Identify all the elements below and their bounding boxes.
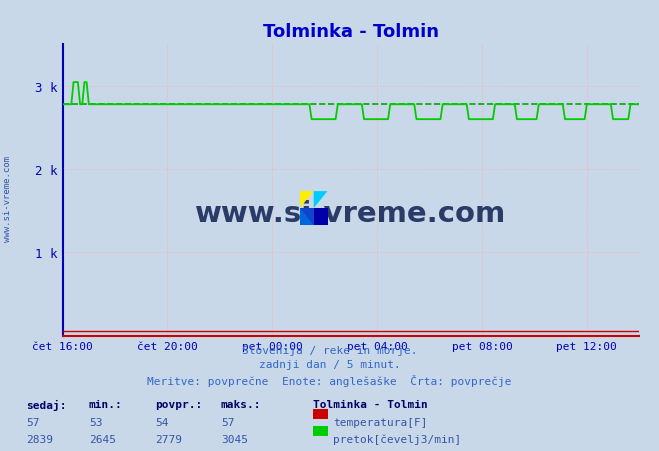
Text: min.:: min.: bbox=[89, 399, 123, 409]
Text: povpr.:: povpr.: bbox=[155, 399, 202, 409]
Text: maks.:: maks.: bbox=[221, 399, 261, 409]
Text: zadnji dan / 5 minut.: zadnji dan / 5 minut. bbox=[258, 359, 401, 369]
Title: Tolminka - Tolmin: Tolminka - Tolmin bbox=[263, 23, 439, 41]
Text: sedaj:: sedaj: bbox=[26, 399, 67, 410]
Text: 54: 54 bbox=[155, 417, 168, 427]
Text: Tolminka - Tolmin: Tolminka - Tolmin bbox=[313, 399, 428, 409]
Text: Slovenija / reke in morje.: Slovenija / reke in morje. bbox=[242, 345, 417, 355]
Text: 2645: 2645 bbox=[89, 434, 116, 444]
Text: 2779: 2779 bbox=[155, 434, 182, 444]
Polygon shape bbox=[300, 208, 314, 226]
Polygon shape bbox=[300, 192, 314, 208]
Text: 2839: 2839 bbox=[26, 434, 53, 444]
Polygon shape bbox=[314, 192, 328, 208]
Text: 57: 57 bbox=[26, 417, 40, 427]
Text: pretok[čevelj3/min]: pretok[čevelj3/min] bbox=[333, 434, 461, 444]
Polygon shape bbox=[300, 208, 314, 226]
Text: 3045: 3045 bbox=[221, 434, 248, 444]
Polygon shape bbox=[314, 208, 328, 226]
Text: www.si-vreme.com: www.si-vreme.com bbox=[195, 200, 507, 228]
Text: 57: 57 bbox=[221, 417, 234, 427]
Text: www.si-vreme.com: www.si-vreme.com bbox=[3, 156, 13, 241]
Text: temperatura[F]: temperatura[F] bbox=[333, 417, 427, 427]
Text: 53: 53 bbox=[89, 417, 102, 427]
Text: Meritve: povprečne  Enote: anglešaške  Črta: povprečje: Meritve: povprečne Enote: anglešaške Črt… bbox=[147, 374, 512, 386]
